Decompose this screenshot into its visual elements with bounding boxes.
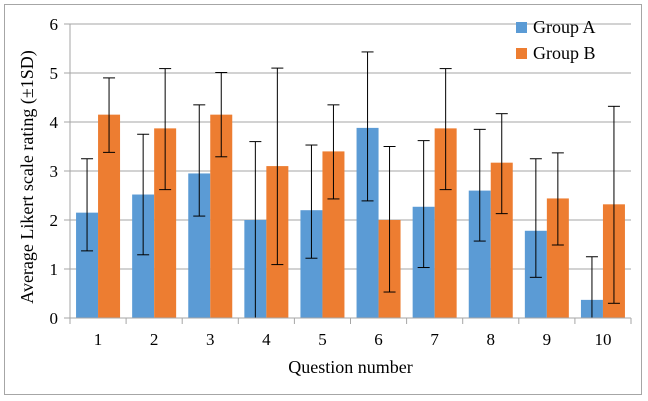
bars <box>76 114 625 319</box>
chart-frame: 1 2 3 4 5 6 7 8 9 10 0 1 2 3 4 5 6 Question number Avera… <box>4 4 642 395</box>
y-axis-title: Average Likert scale rating (±1SD) <box>17 50 38 303</box>
x-tick-label: 1 <box>94 330 103 349</box>
bar-group-b-q1 <box>98 114 121 319</box>
x-tick-label: 10 <box>594 330 611 349</box>
x-axis-title: Question number <box>288 357 412 377</box>
y-tick-label: 4 <box>50 113 59 132</box>
bar-group-a-q2 <box>132 194 155 318</box>
y-tick-label: 0 <box>50 309 59 328</box>
y-tick-label: 1 <box>50 260 59 279</box>
bar-group-b-q7 <box>434 128 457 318</box>
y-tick-label: 5 <box>50 64 59 83</box>
bar-group-a-q1 <box>76 212 99 318</box>
x-tick-label: 9 <box>543 330 552 349</box>
y-tick-label: 6 <box>50 15 59 34</box>
legend-label-group-a: Group A <box>533 17 596 37</box>
x-tick-label: 3 <box>206 330 215 349</box>
bar-group-a-q6 <box>356 127 379 318</box>
bar-group-b-q9 <box>546 198 569 318</box>
bar-group-a-q3 <box>188 173 211 318</box>
legend-label-group-b: Group B <box>533 43 596 63</box>
bar-group-a-q8 <box>468 190 491 318</box>
bar-group-a-q5 <box>300 210 323 318</box>
bar-group-b-q2 <box>154 128 177 318</box>
legend-swatch-group-a <box>516 22 527 33</box>
y-tick-label: 2 <box>50 211 59 230</box>
bar-group-b-q5 <box>322 151 345 318</box>
bar-group-b-q3 <box>210 114 233 319</box>
legend: Group A Group B <box>516 17 596 63</box>
bar-chart: 1 2 3 4 5 6 7 8 9 10 0 1 2 3 4 5 6 Question number Avera… <box>17 15 632 377</box>
x-tick-label: 2 <box>150 330 159 349</box>
bar-group-b-q8 <box>490 162 513 318</box>
y-tick-label: 3 <box>50 162 59 181</box>
x-tick-label: 6 <box>374 330 383 349</box>
legend-swatch-group-b <box>516 48 527 59</box>
x-tick-label: 7 <box>430 330 439 349</box>
x-tick-label: 8 <box>487 330 496 349</box>
axes: 1 2 3 4 5 6 7 8 9 10 0 1 2 3 4 5 6 <box>50 15 632 349</box>
x-tick-label: 4 <box>262 330 271 349</box>
x-tick-label: 5 <box>318 330 327 349</box>
error-bars <box>81 51 620 319</box>
